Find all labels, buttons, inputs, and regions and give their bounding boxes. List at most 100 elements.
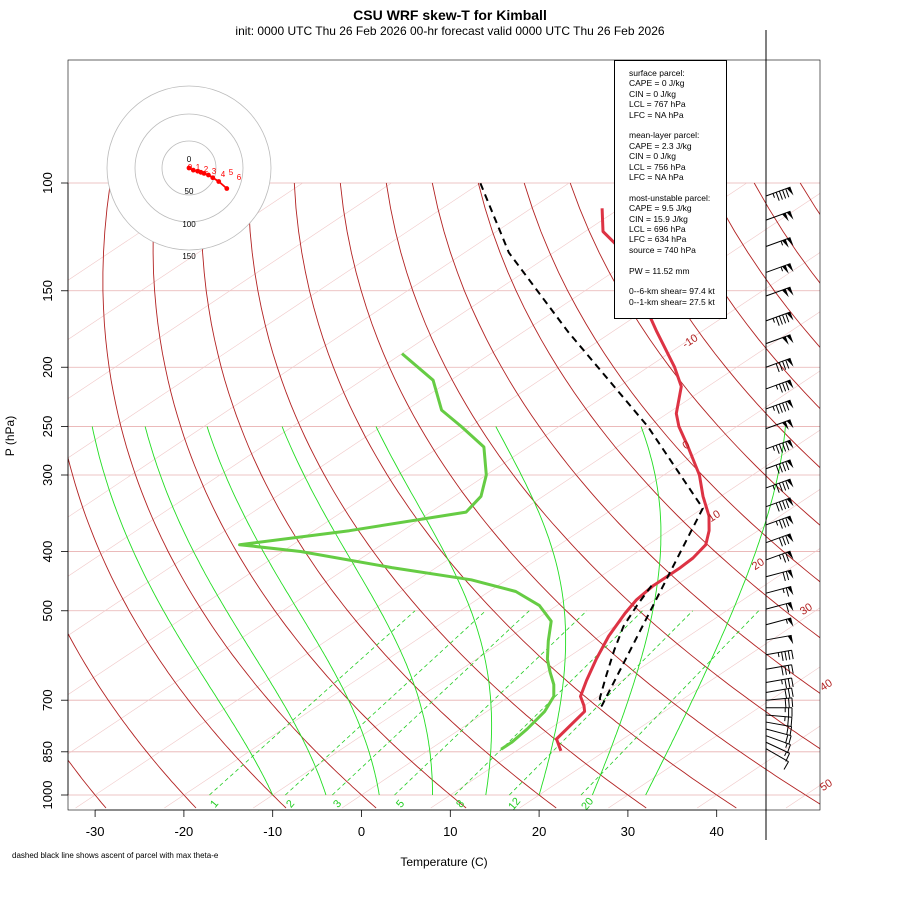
hodograph-ring <box>106 85 272 251</box>
y-tick-label: 1000 <box>40 781 55 810</box>
info-line: CIN = 15.9 J/kg <box>629 213 688 224</box>
wind-barb-staff <box>765 533 791 544</box>
wind-barb-staff <box>765 478 791 489</box>
wind-barb-pennant <box>786 533 794 543</box>
wind-barb <box>765 728 792 745</box>
wind-barb-feather <box>791 697 794 707</box>
wind-barb-feather <box>791 677 794 687</box>
wind-barb-pennant <box>786 497 794 507</box>
wind-barb <box>765 263 794 274</box>
wind-barb <box>765 677 794 689</box>
info-line: CIN = 0 J/kg <box>629 151 677 162</box>
wind-barb-staff <box>765 735 791 746</box>
dry-adiabat-line <box>201 182 557 809</box>
wind-barb-half-feather <box>772 485 775 490</box>
wind-barb-staff <box>765 569 792 578</box>
wind-barb-pennant <box>786 459 794 469</box>
wind-barb-pennant <box>786 237 794 247</box>
x-tick-label: -30 <box>86 824 105 839</box>
y-tick-label: 700 <box>40 689 55 711</box>
wind-barb-feather <box>778 537 783 547</box>
wind-barb <box>765 357 794 373</box>
hodograph-ring-label: 150 <box>182 252 196 261</box>
wind-barb-half-feather <box>785 619 788 624</box>
x-tick-label: -20 <box>175 824 194 839</box>
hodograph-ring-label: 100 <box>182 220 196 229</box>
dry-adiabat-line <box>892 183 900 808</box>
mixing-ratio-label: 3 <box>331 798 344 810</box>
x-tick-label: 30 <box>621 824 635 839</box>
wind-barb <box>765 334 794 345</box>
isotherm-label: -10 <box>680 332 700 351</box>
hodograph-point <box>224 186 230 191</box>
skew-grid-line <box>68 182 215 281</box>
wind-barb-feather <box>788 698 790 708</box>
wind-barb <box>765 237 794 248</box>
wind-barb-feather <box>778 383 783 393</box>
wind-barb-feather <box>785 734 789 744</box>
dry-adiabat-line <box>615 182 820 469</box>
y-tick-label: 150 <box>40 280 55 302</box>
skew-grid-line <box>875 183 900 808</box>
wind-barb <box>765 515 794 529</box>
wind-barb <box>765 533 794 547</box>
wind-barb-feather <box>785 480 790 490</box>
wind-barb-pennant <box>786 358 794 367</box>
wind-barb-feather <box>782 314 787 324</box>
skew-grid-line <box>697 725 820 809</box>
hodograph-height-label: 0 <box>188 163 193 172</box>
wind-barb-feather <box>782 189 787 199</box>
wind-barb <box>765 379 794 393</box>
wind-barb-feather <box>778 482 783 492</box>
isotherm-label: 50 <box>818 777 835 794</box>
wind-barb <box>765 664 794 676</box>
info-line: CAPE = 2.3 J/kg <box>629 140 692 151</box>
dry-adiabat-line <box>846 183 900 808</box>
wind-barb-pennant <box>786 263 794 272</box>
wind-barb-pennant <box>786 287 794 296</box>
dry-adiabat-line <box>152 182 467 809</box>
wind-barb-staff <box>765 186 791 197</box>
wind-barb-pennant <box>787 602 794 612</box>
wind-barb-staff <box>765 515 791 526</box>
info-line: CAPE = 9.5 J/kg <box>629 203 692 214</box>
wind-barb-feather <box>782 500 787 510</box>
y-tick-label: 250 <box>40 416 55 438</box>
mean-layer-parcel-info: mean-layer parcel: CAPE = 2.3 J/kg CIN = 0… <box>629 130 722 182</box>
wind-barb-half-feather <box>784 751 787 757</box>
moist-adiabat-line <box>144 426 327 796</box>
footnote: dashed black line shows ascent of parcel… <box>12 851 219 860</box>
dry-adiabat-line <box>247 182 647 809</box>
skew-grid-line <box>68 182 481 459</box>
wind-barb-feather <box>782 481 787 491</box>
wind-barb <box>765 497 794 512</box>
info-line: LFC = 634 hPa <box>629 234 687 245</box>
wind-barb <box>765 735 791 754</box>
wind-barb <box>765 419 794 430</box>
wind-barb-half-feather <box>772 193 775 198</box>
mixing-ratio-label: 2 <box>284 798 297 810</box>
hodograph-height-label: 6 <box>237 173 242 182</box>
chart-subtitle: init: 0000 UTC Thu 26 Feb 2026 00-hr for… <box>235 24 665 38</box>
wind-barb-feather <box>787 665 791 675</box>
parcel-ascent-line <box>479 182 704 707</box>
wind-barb <box>765 585 794 597</box>
dry-adiabat-line <box>293 182 737 809</box>
info-line: LFC = NA hPa <box>629 109 684 120</box>
skew-grid-line <box>341 488 820 809</box>
wind-barb-pennant <box>787 618 794 627</box>
skew-grid-line <box>68 182 570 518</box>
hodograph-height-label: 2 <box>204 165 209 174</box>
dry-adiabat-line <box>68 632 197 809</box>
wind-barb-feather <box>782 572 786 582</box>
wind-barb-pennant <box>782 421 789 430</box>
wind-barb-feather <box>775 445 780 454</box>
y-tick-label: 850 <box>40 741 55 763</box>
info-line: mean-layer parcel: <box>629 130 700 141</box>
wind-barb-feather <box>787 678 791 688</box>
dry-adiabat-line <box>523 182 820 583</box>
wind-barb <box>765 210 794 222</box>
wind-barb-feather <box>787 688 791 698</box>
mixing-ratio-label: 1 <box>208 798 221 810</box>
wind-barb-feather <box>785 441 790 451</box>
